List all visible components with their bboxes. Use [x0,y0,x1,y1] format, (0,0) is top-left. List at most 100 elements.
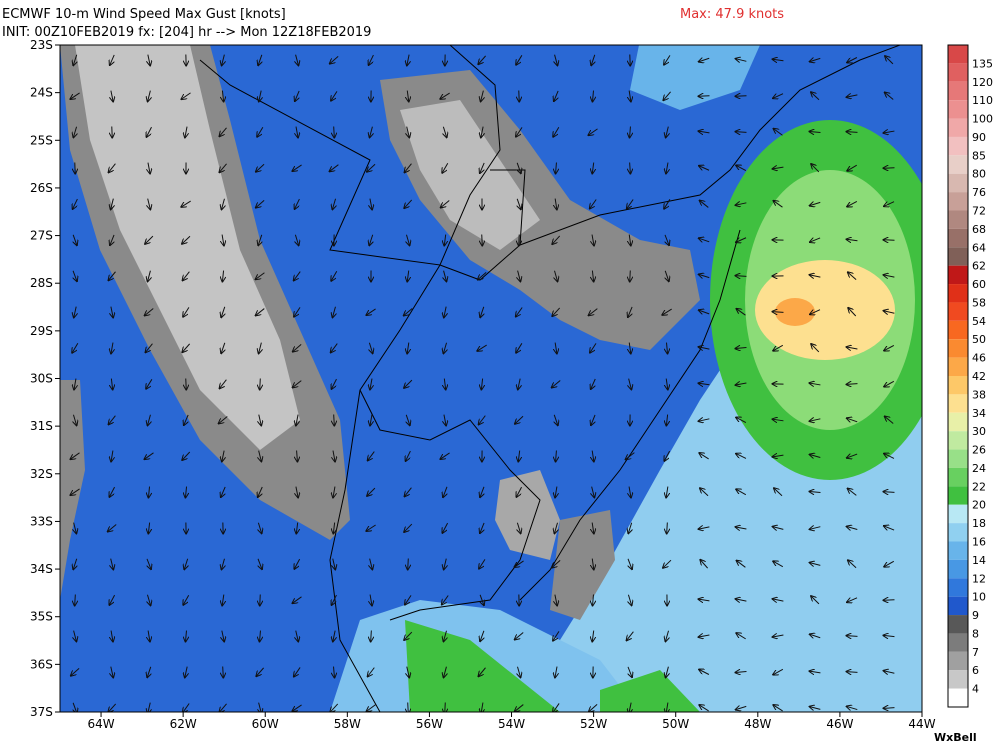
wind-arrow [884,600,895,601]
lat-label: 36S [30,657,53,671]
colorbar-label: 10 [972,591,986,604]
colorbar-label: 76 [972,186,986,199]
colorbar-segment [948,413,968,431]
colorbar-segment [948,119,968,137]
colorbar-segment [948,100,968,118]
wind-arrow [334,415,335,426]
colorbar-label: 6 [972,664,979,677]
init-line: INIT: 00Z10FEB2019 fx: [204] hr --> Mon … [2,25,371,40]
colorbar-segment [948,597,968,615]
colorbar-segment [948,633,968,651]
colorbar-segment [948,358,968,376]
lon-label: 48W [744,717,771,731]
logo: WxBell [934,731,977,744]
lon-label: 64W [87,717,114,731]
lat-label: 30S [30,372,53,386]
colorbar-label: 80 [972,168,986,181]
wind-arrow [408,559,409,570]
colorbar-segment [948,486,968,504]
wind-arrow [260,379,261,390]
colorbar-label: 50 [972,333,986,346]
colorbar-label: 46 [972,352,986,365]
colorbar-label: 42 [972,370,986,383]
colorbar-segment [948,394,968,412]
colorbar-segment [948,45,968,63]
wind-arrow [482,235,483,246]
colorbar-label: 62 [972,260,986,273]
lat-label: 27S [30,229,53,243]
title: ECMWF 10-m Wind Speed Max Gust [knots] [2,7,286,22]
lat-label: 34S [30,562,53,576]
lat-label: 24S [30,86,53,100]
colorbar-segment [948,339,968,357]
colorbar-label: 68 [972,223,986,236]
lat-axis: 23S24S25S26S27S28S29S30S31S32S33S34S35S3… [30,38,60,719]
wind-arrow [847,636,858,637]
colorbar-label: 16 [972,536,986,549]
colorbar-label: 54 [972,315,986,328]
colorbar-label: 60 [972,278,986,291]
wind-arrow [334,127,335,138]
lat-label: 33S [30,514,53,528]
colorbar-label: 24 [972,462,986,475]
lon-label: 60W [252,717,279,731]
colorbar-segment [948,450,968,468]
max-label: Max: 47.9 knots [680,7,784,22]
colorbar-label: 22 [972,480,986,493]
colorbar-label: 8 [972,627,979,640]
colorbar-segment [948,229,968,247]
lat-label: 32S [30,467,53,481]
colorbar-label: 110 [972,94,993,107]
colorbar-label: 72 [972,205,986,218]
colorbar-label: 34 [972,407,986,420]
wind-arrow [260,595,261,606]
colorbar-label: 9 [972,609,979,622]
colorbar-segment [948,578,968,596]
colorbar-label: 12 [972,572,986,585]
colorbar-segment [948,266,968,284]
colorbar-segment [948,542,968,560]
lon-label: 50W [662,717,689,731]
lat-label: 25S [30,133,53,147]
wind-arrow [75,595,76,606]
colorbar-segment [948,560,968,578]
colorbar-label: 14 [972,554,986,567]
colorbar-segment [948,192,968,210]
colorbar-segment [948,247,968,265]
lon-label: 58W [334,717,361,731]
colorbar-label: 20 [972,499,986,512]
lat-label: 23S [30,38,53,52]
colorbar-segment [948,155,968,173]
colorbar-segment [948,468,968,486]
colorbar-segment [948,376,968,394]
colorbar-label: 7 [972,646,979,659]
lon-label: 52W [580,717,607,731]
lat-label: 31S [30,419,53,433]
colorbar-segment [948,523,968,541]
colorbar: 1351201101009085807672686462605854504642… [948,45,993,707]
colorbar-segment [948,615,968,633]
colorbar-segment [948,321,968,339]
colorbar-segment [948,689,968,707]
colorbar-label: 135 [972,57,993,70]
colorbar-segment [948,670,968,688]
lat-label: 37S [30,705,53,719]
wind-arrow [699,96,710,97]
colorbar-segment [948,431,968,449]
colorbar-label: 85 [972,149,986,162]
colorbar-segment [948,137,968,155]
map-field [60,40,950,713]
colorbar-label: 64 [972,241,986,254]
wind-arrow [667,523,668,534]
colorbar-label: 38 [972,388,986,401]
colorbar-label: 4 [972,683,979,696]
colorbar-segment [948,82,968,100]
colorbar-segment [948,302,968,320]
colorbar-label: 120 [972,76,993,89]
lon-label: 44W [908,717,935,731]
colorbar-segment [948,63,968,81]
colorbar-label: 90 [972,131,986,144]
lon-label: 54W [498,717,525,731]
